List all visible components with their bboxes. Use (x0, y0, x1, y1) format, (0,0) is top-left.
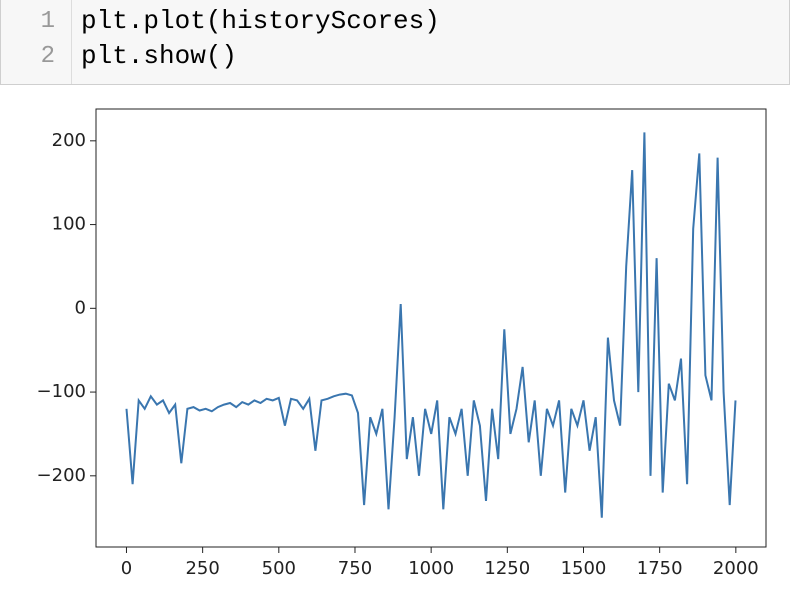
y-tick-label: −200 (37, 465, 86, 486)
x-tick-label: 500 (262, 558, 296, 579)
x-tick-label: 1500 (561, 558, 607, 579)
x-tick-label: 1750 (637, 558, 683, 579)
x-tick-label: 1000 (408, 558, 454, 579)
code-line: plt.show() (81, 41, 238, 71)
x-tick-label: 2000 (713, 558, 759, 579)
line-number: 2 (40, 43, 55, 70)
x-tick-label: 750 (338, 558, 372, 579)
axes-frame (95, 108, 767, 548)
gutter: 1 2 (1, 0, 72, 84)
code-line: plt.plot(historyScores) (81, 6, 440, 36)
data-line (125, 132, 737, 518)
y-tick-label: 200 (52, 130, 86, 151)
x-tick-label: 250 (185, 558, 219, 579)
line-number: 1 (40, 8, 55, 35)
x-tick-label: 0 (121, 558, 132, 579)
y-tick-label: 0 (75, 297, 86, 318)
x-tick-label: 1250 (484, 558, 530, 579)
y-tick-label: −100 (37, 381, 86, 402)
y-tick-label: 100 (52, 214, 86, 235)
code-cell[interactable]: 1 2 plt.plot(historyScores) plt.show() (0, 0, 790, 85)
